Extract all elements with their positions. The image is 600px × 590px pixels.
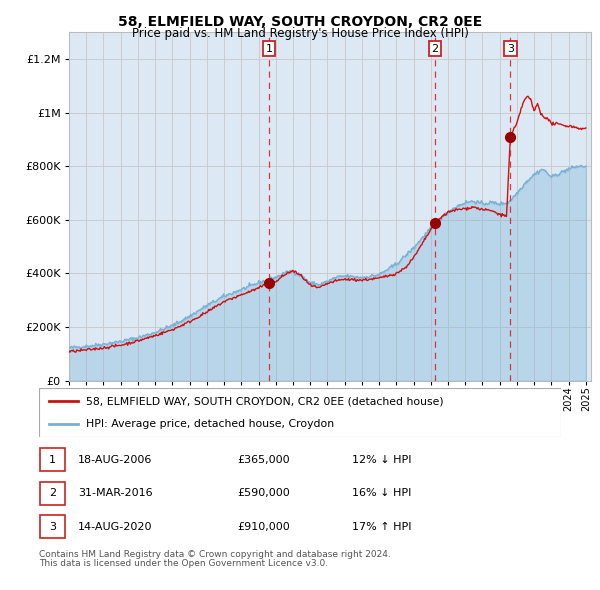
Text: 1: 1 — [266, 44, 273, 54]
Text: £590,000: £590,000 — [238, 489, 290, 498]
Bar — [40, 448, 65, 471]
Text: 31-MAR-2016: 31-MAR-2016 — [78, 489, 153, 498]
Text: Price paid vs. HM Land Registry's House Price Index (HPI): Price paid vs. HM Land Registry's House … — [131, 27, 469, 40]
Text: 14-AUG-2020: 14-AUG-2020 — [78, 522, 152, 532]
Text: 2: 2 — [431, 44, 439, 54]
Text: 16% ↓ HPI: 16% ↓ HPI — [352, 489, 412, 498]
Text: Contains HM Land Registry data © Crown copyright and database right 2024.: Contains HM Land Registry data © Crown c… — [39, 550, 391, 559]
Text: 2: 2 — [49, 489, 56, 498]
Text: 18-AUG-2006: 18-AUG-2006 — [78, 455, 152, 465]
Text: HPI: Average price, detached house, Croydon: HPI: Average price, detached house, Croy… — [86, 418, 334, 428]
Text: 17% ↑ HPI: 17% ↑ HPI — [352, 522, 412, 532]
Text: £910,000: £910,000 — [238, 522, 290, 532]
Text: 58, ELMFIELD WAY, SOUTH CROYDON, CR2 0EE: 58, ELMFIELD WAY, SOUTH CROYDON, CR2 0EE — [118, 15, 482, 29]
Text: 58, ELMFIELD WAY, SOUTH CROYDON, CR2 0EE (detached house): 58, ELMFIELD WAY, SOUTH CROYDON, CR2 0EE… — [86, 396, 443, 407]
Text: 1: 1 — [49, 455, 56, 465]
Text: 3: 3 — [507, 44, 514, 54]
Text: 3: 3 — [49, 522, 56, 532]
Text: £365,000: £365,000 — [238, 455, 290, 465]
Text: 12% ↓ HPI: 12% ↓ HPI — [352, 455, 412, 465]
Bar — [40, 481, 65, 505]
Bar — [40, 515, 65, 539]
Text: This data is licensed under the Open Government Licence v3.0.: This data is licensed under the Open Gov… — [39, 559, 328, 568]
